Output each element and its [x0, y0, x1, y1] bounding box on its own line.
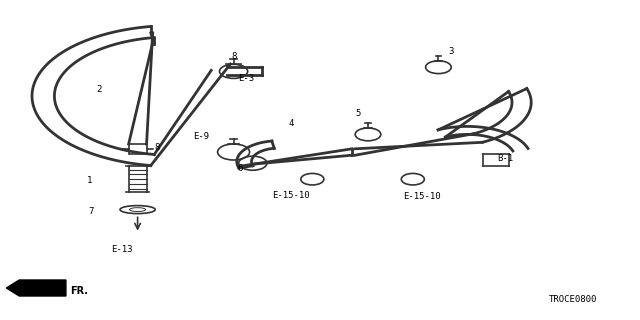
Text: 3: 3: [449, 47, 454, 56]
Text: B-1: B-1: [497, 154, 514, 163]
Text: E-15-10: E-15-10: [273, 191, 310, 200]
Text: E-9: E-9: [193, 132, 210, 140]
Text: 6: 6: [237, 164, 243, 172]
Polygon shape: [6, 280, 66, 296]
Text: 1: 1: [87, 176, 92, 185]
Text: 2: 2: [97, 85, 102, 94]
Text: E-13: E-13: [111, 245, 132, 254]
Text: FR.: FR.: [70, 286, 88, 296]
Text: TROCE0800: TROCE0800: [548, 295, 597, 304]
Text: 4: 4: [289, 119, 294, 128]
Text: 5: 5: [356, 109, 361, 118]
Text: 7: 7: [89, 207, 94, 216]
Text: E-3: E-3: [238, 74, 255, 83]
Text: 8: 8: [231, 52, 236, 60]
Text: E-15-10: E-15-10: [404, 192, 441, 201]
Text: 8: 8: [154, 143, 159, 152]
